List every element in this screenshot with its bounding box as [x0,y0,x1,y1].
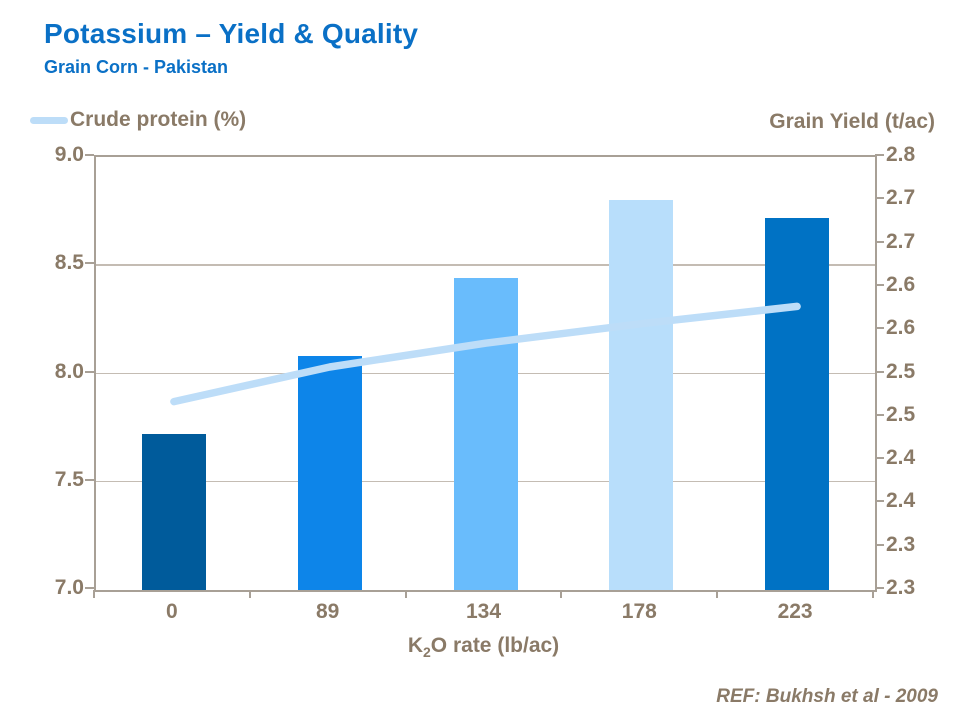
right-axis-tick [875,154,884,156]
grain-yield-bar [765,217,830,590]
right-axis-tick-label: 2.4 [886,446,916,470]
left-axis-tick-label: 7.0 [54,576,84,599]
page-title: Potassium – Yield & Quality [44,18,419,49]
x-axis-tick [560,590,563,598]
right-axis-tick [875,413,884,416]
right-axis-tick [875,327,884,330]
x-axis-category-label: 0 [166,600,178,623]
plot-area [94,155,877,592]
right-axis-tick-label: 2.8 [886,143,916,166]
x-axis-category-label: 134 [465,600,502,623]
right-axis-tick-label: 2.4 [886,489,916,513]
right-axis-tick [875,543,884,546]
x-axis-tick [716,590,719,598]
reference-citation: REF: Bukhsh et al - 2009 [716,686,938,707]
right-axis-tick-label: 2.5 [886,402,916,426]
crude-protein-line-swatch-icon [30,116,68,124]
gridline [96,264,875,266]
left-axis-tick-label: 9.0 [54,143,84,166]
left-axis-tick-label: 8.0 [54,359,84,383]
right-axis-tick [875,240,884,243]
right-axis-title: Grain Yield (t/ac) [769,110,935,133]
right-axis-tick [875,457,884,460]
right-axis-tick-label: 2.7 [886,186,916,210]
legend-label-crude-protein: Crude protein (%) [70,108,247,131]
left-axis-tick [85,154,94,156]
x-axis-title: K2O rate (lb/ac) [407,634,560,661]
page-subtitle: Grain Corn - Pakistan [44,57,229,77]
right-axis-tick [875,197,884,200]
x-axis-category-label: 178 [621,600,657,623]
right-axis-tick [875,370,884,373]
x-axis-tick [404,590,407,598]
grain-yield-bar [297,356,362,590]
right-axis-tick-label: 2.5 [886,359,916,383]
right-axis-tick [875,283,884,286]
right-axis-tick-label: 2.7 [886,229,916,253]
right-axis-tick [875,500,884,503]
grain-yield-bar [453,278,518,590]
x-axis-tick [872,590,874,598]
x-axis-tick [248,590,251,598]
left-axis-tick [85,478,94,481]
right-axis-tick-label: 2.6 [886,272,916,296]
left-axis-tick-label: 7.5 [54,467,84,491]
x-axis-category-label: 89 [316,600,340,623]
right-axis-tick-label: 2.6 [886,316,916,340]
x-axis-category-label: 223 [777,600,813,623]
right-axis-tick-label: 2.3 [886,532,916,556]
left-axis-tick [85,262,94,265]
grain-yield-bar [141,434,206,590]
x-axis-tick [93,590,95,598]
left-axis-tick [85,587,94,589]
legend: Crude protein (%) [30,108,246,132]
right-axis-tick-label: 2.3 [886,576,916,599]
left-axis-tick-label: 8.5 [54,251,84,275]
left-axis-tick [85,370,94,373]
right-axis-tick [875,587,884,589]
grain-yield-bar [609,200,674,590]
